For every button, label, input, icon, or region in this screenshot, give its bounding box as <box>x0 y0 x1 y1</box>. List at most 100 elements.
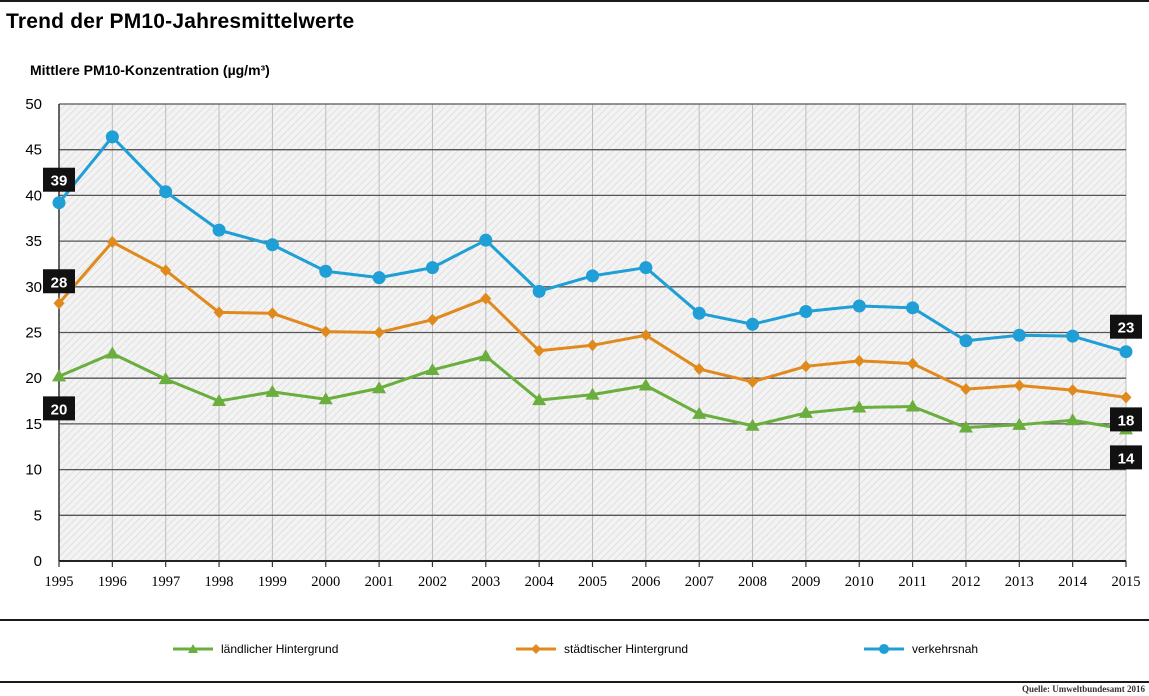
data-point <box>213 306 225 319</box>
data-point <box>320 325 332 338</box>
y-tick-label: 35 <box>25 233 42 250</box>
data-point <box>106 236 118 249</box>
x-tick-label: 1998 <box>205 574 234 590</box>
data-point <box>586 269 599 283</box>
data-label: 18 <box>1118 412 1135 429</box>
data-point <box>1066 329 1080 343</box>
y-tick-label: 20 <box>25 370 42 387</box>
data-point <box>372 381 387 394</box>
data-point <box>105 130 119 144</box>
legend-item-traffic: verkehrsnah <box>862 637 978 661</box>
data-point <box>958 420 973 433</box>
legend-label-traffic: verkehrsnah <box>912 642 979 656</box>
legend-label-rural: ländlicher Hintergrund <box>221 642 339 656</box>
data-label: 20 <box>51 401 68 418</box>
data-point <box>853 354 865 367</box>
data-point <box>585 387 600 400</box>
data-point <box>159 185 173 199</box>
data-label-box <box>1110 314 1142 339</box>
data-point <box>52 196 66 210</box>
x-tick-label: 2014 <box>1058 574 1088 590</box>
x-tick-label: 1999 <box>258 574 287 590</box>
data-point <box>478 349 493 362</box>
data-label-box <box>43 396 75 421</box>
data-label: 14 <box>1118 450 1135 467</box>
data-point <box>1119 345 1133 359</box>
y-tick-label: 0 <box>34 553 42 570</box>
x-tick-label: 1997 <box>151 574 180 590</box>
legend-item-urban: städtischer Hintergrund <box>514 637 688 661</box>
data-point <box>1012 417 1027 430</box>
data-point <box>852 299 866 313</box>
data-point <box>747 375 759 388</box>
bottom-rule <box>0 681 1149 683</box>
data-point <box>692 406 707 419</box>
data-point <box>532 284 546 298</box>
data-label: 23 <box>1118 320 1135 337</box>
x-tick-label: 1995 <box>45 574 74 590</box>
data-point <box>799 304 813 318</box>
data-point <box>639 261 653 275</box>
data-point <box>319 264 333 278</box>
data-point <box>212 394 227 407</box>
x-tick-label: 2006 <box>631 574 660 590</box>
data-point <box>1012 328 1026 342</box>
chart-title: Trend der PM10-Jahresmittelwerte <box>6 10 355 33</box>
legend-swatch-rural <box>173 644 213 653</box>
x-tick-label: 2015 <box>1112 574 1141 590</box>
legend-item-rural: ländlicher Hintergrund <box>171 637 338 661</box>
data-point <box>906 301 920 315</box>
data-point <box>479 233 493 247</box>
data-point <box>105 346 120 359</box>
data-point <box>212 223 226 237</box>
y-tick-label: 25 <box>25 325 42 342</box>
data-point <box>425 261 439 275</box>
x-tick-label: 2011 <box>898 574 926 590</box>
x-tick-label: 2000 <box>311 574 340 590</box>
data-point <box>798 405 813 418</box>
data-point <box>960 383 972 396</box>
y-tick-label: 15 <box>25 416 42 433</box>
data-point <box>745 418 760 431</box>
x-tick-label: 2007 <box>685 574 714 590</box>
data-point <box>480 292 492 305</box>
data-label-box <box>43 167 75 192</box>
data-point <box>905 399 920 412</box>
x-tick-label: 2003 <box>471 574 500 590</box>
data-point <box>693 363 705 376</box>
data-point <box>640 329 652 342</box>
legend-top-rule <box>0 619 1149 621</box>
data-point <box>746 317 760 331</box>
x-tick-label: 2013 <box>1005 574 1034 590</box>
data-label: 28 <box>51 274 68 291</box>
y-tick-label: 50 <box>25 96 42 113</box>
x-tick-label: 2001 <box>365 574 394 590</box>
data-point <box>692 306 706 320</box>
data-point <box>532 393 547 406</box>
data-label-box <box>1110 445 1142 470</box>
x-tick-label: 2005 <box>578 574 607 590</box>
data-point <box>1067 384 1079 397</box>
data-point <box>587 339 598 352</box>
data-point <box>318 392 333 405</box>
data-point <box>426 313 438 326</box>
y-tick-label: 45 <box>25 142 42 159</box>
data-point <box>1065 413 1080 426</box>
data-point <box>800 360 812 373</box>
x-tick-label: 2010 <box>845 574 874 590</box>
legend-label-urban: städtischer Hintergrund <box>564 642 689 656</box>
legend-swatch-traffic <box>864 644 904 654</box>
y-tick-label: 10 <box>25 462 42 479</box>
y-tick-label: 30 <box>25 279 42 296</box>
x-tick-label: 2004 <box>525 574 555 590</box>
data-point <box>160 264 172 277</box>
legend-swatch-urban <box>516 644 556 654</box>
data-point <box>638 378 653 391</box>
data-point <box>52 369 66 382</box>
data-point <box>1120 391 1132 404</box>
data-point <box>372 271 386 285</box>
x-tick-label: 2009 <box>791 574 820 590</box>
data-point <box>266 307 278 320</box>
data-point <box>158 372 173 385</box>
